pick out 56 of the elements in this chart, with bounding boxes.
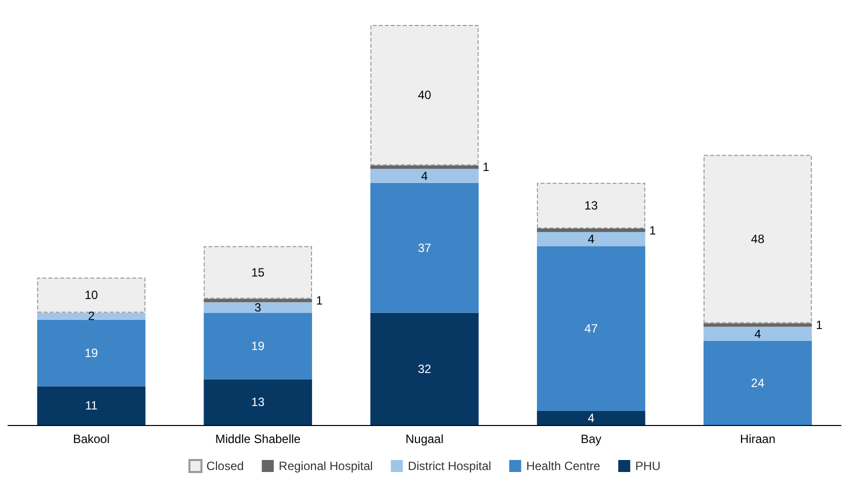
bar <box>37 386 146 425</box>
bar <box>204 298 312 302</box>
x-tick-label: Bakool <box>72 432 110 446</box>
data-label: 15 <box>251 265 265 280</box>
data-label: 47 <box>584 322 598 336</box>
data-label: 48 <box>751 232 765 246</box>
data-label: 4 <box>421 168 428 183</box>
bar <box>370 165 479 169</box>
bar <box>536 228 646 232</box>
bar <box>37 312 146 320</box>
bar <box>536 182 646 229</box>
bar <box>204 302 312 313</box>
bar <box>704 326 812 341</box>
bar <box>370 168 479 183</box>
x-tick-label: Bay <box>580 432 602 446</box>
bar <box>536 246 646 411</box>
bar <box>536 232 646 246</box>
legend-label: District Hospital <box>408 459 492 473</box>
data-label: 19 <box>251 339 265 354</box>
bar <box>37 320 146 386</box>
data-label: 19 <box>84 346 98 360</box>
bar <box>37 278 146 313</box>
bar <box>704 323 812 327</box>
bar <box>204 246 312 299</box>
data-label: 11 <box>85 398 98 413</box>
data-label: 40 <box>418 88 432 102</box>
data-label: 13 <box>251 395 265 410</box>
data-label: 37 <box>418 240 432 255</box>
data-label: 1 <box>816 318 823 332</box>
bar <box>704 340 812 425</box>
bar <box>204 312 312 380</box>
x-tick-label: Middle Shabelle <box>215 432 301 446</box>
legend-label: Health Centre <box>526 459 601 473</box>
data-label: 1 <box>316 293 324 308</box>
data-label: 32 <box>418 362 432 376</box>
data-label: 13 <box>584 198 598 213</box>
bar <box>370 182 479 313</box>
x-tick-label: Hiraan <box>740 432 776 446</box>
data-label: 4 <box>588 232 595 246</box>
data-label: 4 <box>588 410 595 425</box>
legend-label: Regional Hospital <box>278 459 373 473</box>
data-label: 4 <box>754 326 762 341</box>
data-label: 1 <box>649 223 656 238</box>
data-label: 1 <box>482 160 490 174</box>
bar <box>536 410 646 425</box>
data-label: 2 <box>88 309 95 324</box>
legend-label: Closed <box>206 459 244 473</box>
bar <box>704 154 812 324</box>
data-label: 3 <box>254 300 262 314</box>
bar <box>370 25 479 166</box>
data-label: 10 <box>84 288 98 302</box>
legend-label: PHU <box>635 459 661 473</box>
bar <box>204 379 312 425</box>
bar <box>370 312 479 425</box>
x-tick-label: Nugaal <box>405 432 444 446</box>
data-label: 24 <box>751 376 765 390</box>
